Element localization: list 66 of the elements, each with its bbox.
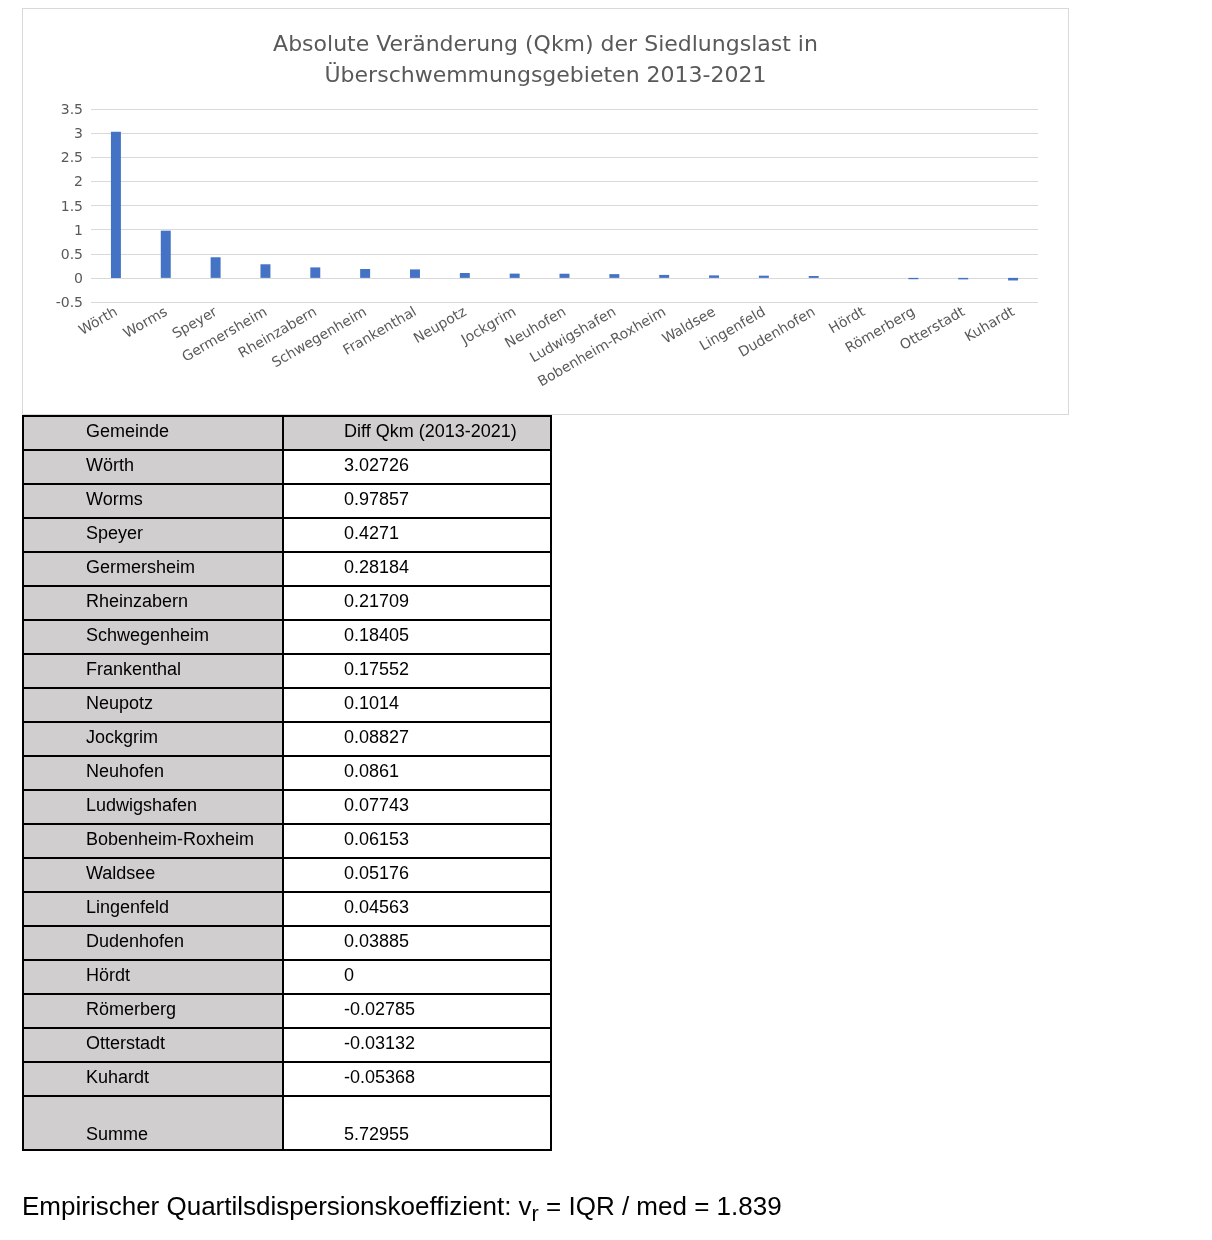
text: Worms [23,484,283,518]
text: Bobenheim-Roxheim [23,824,283,858]
text: Jockgrim [23,722,283,756]
y-tick-label: 0.5 [60,245,83,262]
y-tick-label: 2 [74,173,83,190]
bar [659,274,670,278]
text: 0.05176 [283,858,551,892]
bar [409,269,420,278]
text: 0.08827 [283,722,551,756]
y-tick-label: 3.5 [60,101,83,117]
y-tick-label: 1.5 [60,197,83,214]
bar [110,131,121,278]
text: Gemeinde [23,416,283,450]
bar [709,275,720,278]
bar [210,257,221,278]
text: Dudenhofen [23,926,283,960]
chart-title: Absolute Veränderung (Qkm) der Siedlungslast in Überschwemmungsgebieten 2013-2021 [273,31,818,87]
text: 5.72955 [283,1096,551,1150]
y-tick-label: 2.5 [60,149,83,166]
text: 0.0861 [283,756,551,790]
bar [260,264,271,278]
y-tick-label: -0.5 [55,294,83,310]
text: Schwegenheim [23,620,283,654]
text: 0.07743 [283,790,551,824]
text: -0.05368 [283,1062,551,1096]
text: 0.17552 [283,654,551,688]
text: 0.04563 [283,892,551,926]
text: 0.97857 [283,484,551,518]
y-tick-label: 0 [74,269,83,286]
text: Waldsee [23,858,283,892]
text: Hördt [23,960,283,994]
text: Otterstadt [23,1028,283,1062]
y-tick-label: 1 [74,221,83,238]
y-tick-label: 3 [74,125,83,142]
text: Neupotz [23,688,283,722]
text: Neuhofen [23,756,283,790]
text: Wörth [23,450,283,484]
text: Kuhardt [23,1062,283,1096]
text: Empirischer Quartilsdispersionskoeffizient: v$_{r}$ = IQR / med = 1.839 [22,1191,783,1228]
bar [310,267,321,278]
bar [758,275,769,278]
bar [609,274,620,278]
bar [459,272,470,278]
text: 0.06153 [283,824,551,858]
text: Lingenfeld [23,892,283,926]
text: 0 [283,960,551,994]
text: 0.18405 [283,620,551,654]
text: Diff Qkm (2013-2021) [283,416,551,450]
text: 0.03885 [283,926,551,960]
bar [509,273,520,278]
text: Germersheim [23,552,283,586]
text: Frankenthal [23,654,283,688]
text: -0.02785 [283,994,551,1028]
text: Ludwigshafen [23,790,283,824]
text: Römerberg [23,994,283,1028]
text: 0.4271 [283,518,551,552]
bar [360,268,371,278]
text: 3.02726 [283,450,551,484]
text: Speyer [23,518,283,552]
text: Rheinzabern [23,586,283,620]
text: 0.1014 [283,688,551,722]
text: -0.03132 [283,1028,551,1062]
text: Summe [23,1096,283,1150]
bar [160,230,171,278]
text: 0.21709 [283,586,551,620]
text: 0.28184 [283,552,551,586]
